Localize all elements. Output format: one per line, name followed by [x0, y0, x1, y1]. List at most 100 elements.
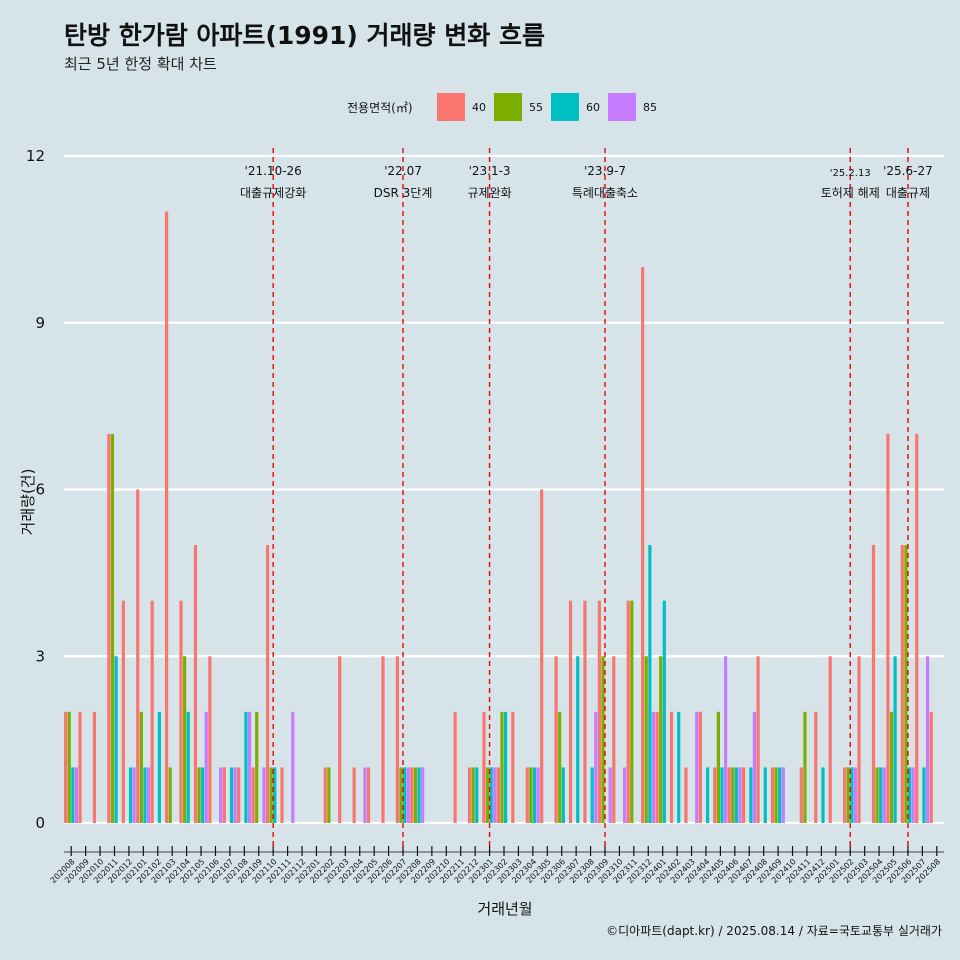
bar-85-202105 [204, 711, 208, 823]
bar-60-202304 [532, 767, 537, 823]
bar-55-202212 [471, 767, 475, 823]
bar-85-202304 [536, 767, 540, 823]
bar-60-202506 [907, 767, 912, 823]
y-tick-label: 9 [35, 314, 45, 332]
bar-85-202409 [781, 767, 785, 823]
bar-85-202403 [695, 711, 699, 823]
bar-60-202402 [677, 711, 681, 823]
bar-40-202109 [251, 767, 255, 823]
bar-55-202506 [904, 545, 908, 823]
bar-85-202208 [421, 767, 425, 823]
bar-55-202011 [110, 433, 115, 823]
event-label: 대출규제강화 [240, 186, 306, 200]
y-tick-label: 6 [35, 481, 45, 499]
bar-40-202405 [713, 767, 717, 823]
bar-40-202110 [265, 545, 270, 823]
bar-85-202301 [493, 767, 497, 823]
bar-85-202106 [219, 767, 223, 823]
bar-40-202008 [64, 711, 68, 823]
bar-55-202304 [529, 767, 533, 823]
bar-40-202208 [410, 767, 414, 823]
bar-40-202203 [338, 656, 342, 823]
bar-85-202502 [853, 767, 858, 823]
bar-40-202104 [179, 600, 183, 823]
bar-40-202504 [871, 545, 876, 823]
chart-title: 탄방 한가람 아파트(1991) 거래량 변화 흐름 [64, 21, 545, 50]
bar-85-202111 [291, 711, 295, 823]
bar-55-202405 [716, 711, 720, 823]
bar-40-202103 [164, 211, 169, 824]
bar-60-202104 [186, 711, 190, 823]
legend-label-40: 40 [472, 101, 486, 114]
bar-55-202409 [774, 767, 778, 823]
bar-85-202507 [925, 656, 930, 823]
bar-40-202407 [742, 767, 746, 823]
bar-60-202308 [590, 767, 594, 823]
bar-60-202208 [417, 767, 421, 823]
bar-40-202302 [496, 767, 500, 823]
bar-60-202102 [157, 711, 161, 823]
bar-60-202406 [734, 767, 739, 823]
bar-60-202107 [229, 767, 234, 823]
bar-55-202103 [168, 767, 172, 823]
bar-40-202306 [554, 656, 558, 823]
bar-40-202207 [395, 656, 400, 823]
bar-85-202008 [74, 767, 79, 823]
bar-60-202407 [749, 767, 753, 823]
bar-40-202309 [597, 600, 601, 823]
bar-40-202411 [799, 767, 803, 823]
event-label: 대출규제 [886, 186, 930, 200]
event-label: DSR 3단계 [374, 186, 433, 200]
y-axis-title: 거래량(건) [19, 469, 37, 536]
bar-55-202104 [183, 656, 187, 823]
bar-60-202507 [922, 767, 926, 823]
bar-55-202202 [327, 767, 331, 823]
y-tick-label: 0 [35, 814, 45, 832]
legend-swatch-85 [608, 93, 636, 121]
bar-40-202312 [641, 267, 645, 824]
caption: ©디아파트(dapt.kr) / 2025.08.14 / 자료=국토교통부 실… [606, 924, 942, 938]
y-tick-label: 3 [35, 647, 45, 665]
bar-40-202307 [568, 600, 573, 823]
bar-40-202108 [237, 767, 241, 823]
bar-85-202308 [594, 711, 598, 823]
bar-60-202110 [273, 767, 277, 823]
bar-85-202312 [651, 711, 656, 823]
bar-60-202302 [504, 711, 508, 823]
bar-55-202110 [269, 767, 273, 823]
annotations: '21.10-26 대출규제강화 '22.07 DSR 3단계 '23.1-3 규제완화 '… [240, 148, 933, 852]
bar-85-202207 [406, 767, 410, 823]
y-axis: 0 3 6 9 12 [26, 147, 45, 832]
bar-60-202502 [850, 767, 854, 823]
bar-60-202409 [778, 767, 782, 823]
event-label: 규제완화 [467, 186, 511, 200]
bar-40-202305 [540, 489, 544, 823]
y-tick-label: 12 [26, 147, 45, 165]
bar-40-202506 [900, 545, 904, 823]
bar-40-202101 [136, 489, 140, 823]
bar-85-202504 [882, 767, 886, 823]
bar-60-202404 [705, 767, 710, 823]
bar-60-202212 [475, 767, 479, 823]
bar-85-202506 [911, 767, 915, 823]
bar-55-202306 [558, 711, 562, 823]
bar-85-202204 [363, 767, 367, 823]
x-axis-title: 거래년월 [477, 900, 532, 918]
bar-85-202109 [262, 767, 266, 823]
event-date: '21.10-26 [245, 164, 302, 178]
bar-60-202401 [662, 600, 666, 823]
bar-40-202303 [511, 711, 515, 823]
bar-55-202504 [875, 767, 879, 823]
bar-40-202310 [612, 656, 616, 823]
bar-40-202204 [352, 767, 356, 823]
bar-55-202301 [485, 767, 490, 823]
event-label: 토허제 해제 [821, 186, 880, 200]
bar-40-202402 [669, 711, 674, 823]
bar-40-202211 [453, 711, 457, 823]
bar-60-202012 [128, 767, 133, 823]
event-date: '23.9-7 [584, 164, 626, 178]
bar-60-202101 [143, 767, 147, 823]
bar-55-202311 [630, 600, 634, 823]
legend-label-85: 85 [643, 101, 657, 114]
